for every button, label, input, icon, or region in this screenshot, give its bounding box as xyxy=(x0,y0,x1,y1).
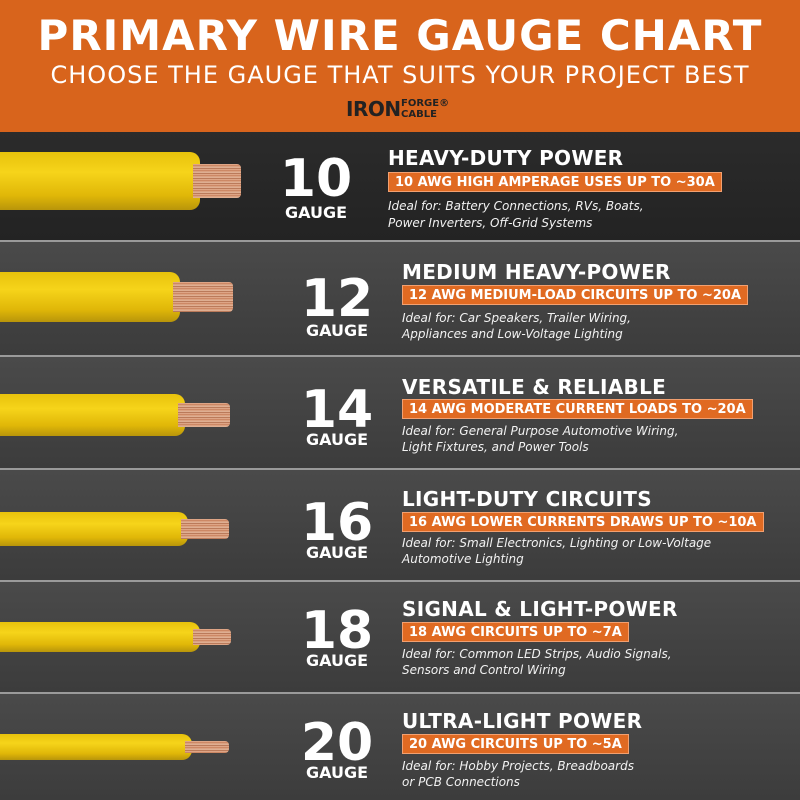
gauge-label: GAUGE xyxy=(305,651,369,670)
row-description-2: Automotive Lighting xyxy=(402,552,524,566)
gauge-number: 14 xyxy=(300,380,374,440)
page-subtitle: CHOOSE THE GAUGE THAT SUITS YOUR PROJECT… xyxy=(50,61,750,89)
gauge-label: GAUGE xyxy=(284,203,348,222)
gauge-number: 10 xyxy=(279,149,353,209)
gauge-label: GAUGE xyxy=(305,543,369,562)
row-description-1: Ideal for: Car Speakers, Trailer Wiring, xyxy=(402,311,631,325)
amperage-bar: 14 AWG MODERATE CURRENT LOADS TO ~20A xyxy=(402,399,753,419)
gauge-number: 12 xyxy=(300,269,374,329)
gauge-row-14: 14 GAUGE VERSATILE & RELIABLE 14 AWG MOD… xyxy=(0,355,800,468)
gauge-number: 20 xyxy=(300,713,374,773)
gauge-label: GAUGE xyxy=(305,763,369,782)
amperage-bar: 12 AWG MEDIUM-LOAD CIRCUITS UP TO ~20A xyxy=(402,285,749,305)
row-description-1: Ideal for: Common LED Strips, Audio Sign… xyxy=(402,647,672,661)
row-description-2: or PCB Connections xyxy=(402,775,520,789)
gauge-row-18: 18 GAUGE SIGNAL & LIGHT-POWER 18 AWG CIR… xyxy=(0,580,800,692)
amperage-bar: 20 AWG CIRCUITS UP TO ~5A xyxy=(402,734,629,754)
row-heading: ULTRA-LIGHT POWER xyxy=(402,709,643,733)
amperage-bar: 10 AWG HIGH AMPERAGE USES UP TO ~30A xyxy=(388,172,722,192)
row-heading: SIGNAL & LIGHT-POWER xyxy=(402,597,678,621)
gauge-label: GAUGE xyxy=(305,321,369,340)
row-heading: MEDIUM HEAVY-POWER xyxy=(402,260,671,284)
amperage-bar: 18 AWG CIRCUITS UP TO ~7A xyxy=(402,622,629,642)
row-heading: VERSATILE & RELIABLE xyxy=(402,375,667,399)
row-description-2: Power Inverters, Off-Grid Systems xyxy=(388,216,593,230)
gauge-number: 16 xyxy=(300,493,374,553)
logo-forge-text: FORGE® xyxy=(401,98,450,109)
gauge-row-12: 12 GAUGE MEDIUM HEAVY-POWER 12 AWG MEDIU… xyxy=(0,240,800,355)
row-description-2: Sensors and Control Wiring xyxy=(402,663,566,677)
row-heading: HEAVY-DUTY POWER xyxy=(388,146,624,170)
header-banner: PRIMARY WIRE GAUGE CHART CHOOSE THE GAUG… xyxy=(0,0,800,132)
logo-iron-text: IRON xyxy=(346,97,401,121)
row-description-1: Ideal for: Small Electronics, Lighting o… xyxy=(402,536,712,550)
row-description-1: Ideal for: Battery Connections, RVs, Boa… xyxy=(388,199,644,213)
gauge-number: 18 xyxy=(300,601,374,661)
row-heading: LIGHT-DUTY CIRCUITS xyxy=(402,487,652,511)
row-description-1: Ideal for: General Purpose Automotive Wi… xyxy=(402,424,679,438)
brand-logo: IRON FORGE® CABLE xyxy=(346,96,456,124)
logo-cable-text: CABLE xyxy=(401,109,437,120)
gauge-row-16: 16 GAUGE LIGHT-DUTY CIRCUITS 16 AWG LOWE… xyxy=(0,468,800,580)
gauge-label: GAUGE xyxy=(305,430,369,449)
row-description-1: Ideal for: Hobby Projects, Breadboards xyxy=(402,759,634,773)
gauge-row-20: 20 GAUGE ULTRA-LIGHT POWER 20 AWG CIRCUI… xyxy=(0,692,800,800)
row-description-2: Appliances and Low-Voltage Lighting xyxy=(402,327,623,341)
amperage-bar: 16 AWG LOWER CURRENTS DRAWS UP TO ~10A xyxy=(402,512,764,532)
gauge-row-10: 10 GAUGE HEAVY-DUTY POWER 10 AWG HIGH AM… xyxy=(0,132,800,240)
row-description-2: Light Fixtures, and Power Tools xyxy=(402,440,589,454)
page-title: PRIMARY WIRE GAUGE CHART xyxy=(37,11,763,60)
